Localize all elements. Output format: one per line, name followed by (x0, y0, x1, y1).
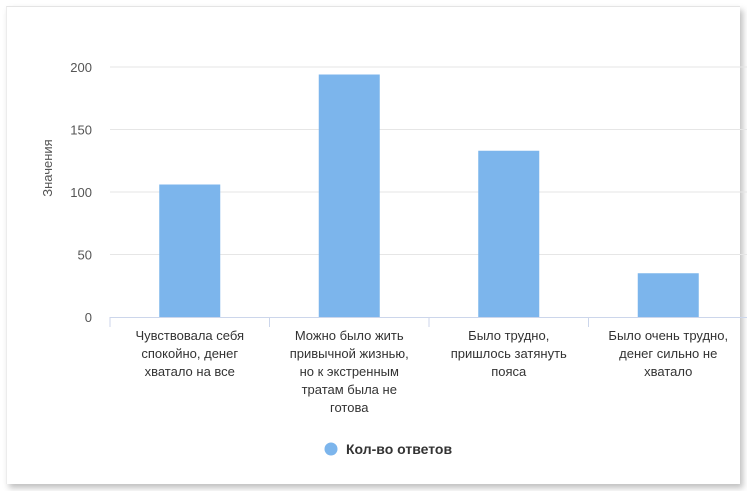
bar[interactable] (318, 74, 380, 318)
bar[interactable] (637, 273, 699, 317)
y-axis-label: Значения (40, 139, 55, 196)
bars (159, 74, 699, 318)
y-tick-label: 50 (78, 248, 92, 263)
category-label: Было трудно, пришлось затянуть пояса (451, 328, 567, 379)
bar[interactable] (478, 150, 540, 317)
legend-marker[interactable] (324, 442, 338, 456)
legend-label[interactable]: Кол-во ответов (346, 441, 452, 457)
y-tick-label: 100 (70, 185, 92, 200)
y-tick-label: 200 (70, 60, 92, 75)
y-tick-labels: 0 50 100 150 200 (70, 60, 92, 325)
category-label: Было очень трудно, денег сильно не хватало (608, 328, 728, 379)
category-labels: Чувствовала себя спокойно, денег хватало н… (135, 328, 728, 415)
legend[interactable]: Кол-во ответов (324, 441, 453, 457)
y-tick-label: 150 (70, 123, 92, 138)
x-axis-ticks (109, 317, 589, 327)
category-label: Можно было жить привычной жизнью, но к экс… (290, 328, 409, 415)
bar[interactable] (159, 184, 221, 318)
category-label: Чувствовала себя спокойно, денег хватало н… (135, 328, 244, 379)
y-tick-label: 0 (85, 310, 92, 325)
